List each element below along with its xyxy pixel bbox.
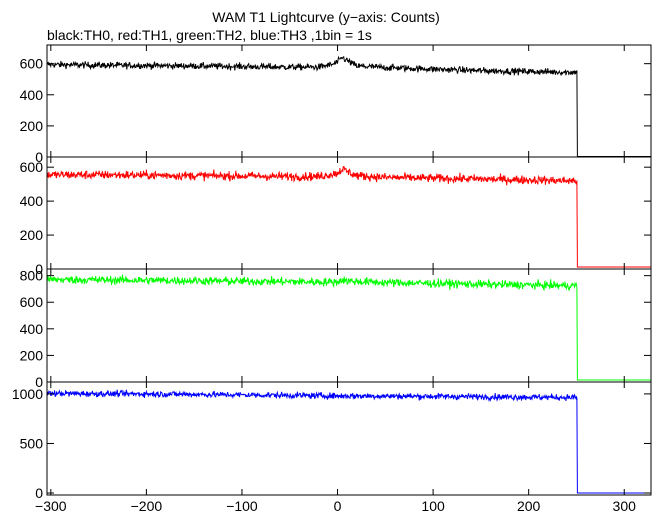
- y-tick-label-th2: 800: [20, 268, 44, 284]
- series-line-th0: [46, 55, 651, 157]
- y-tick-label-th3: 500: [20, 435, 44, 451]
- y-tick-label-th2: 400: [20, 321, 44, 337]
- x-tick-label: −300: [35, 498, 67, 514]
- x-tick-label: 0: [334, 498, 342, 514]
- y-tick-label-th0: 600: [20, 56, 44, 72]
- x-tick-label: 200: [517, 498, 541, 514]
- chart-subtitle: black:TH0, red:TH1, green:TH2, blue:TH3 …: [47, 27, 372, 43]
- x-tick-label: 300: [613, 498, 637, 514]
- y-tick-label-th1: 0: [35, 261, 43, 277]
- y-tick-label-th0: 400: [20, 87, 44, 103]
- series-line-th2: [46, 274, 651, 381]
- y-tick-label-th3: 1000: [12, 386, 43, 402]
- y-tick-label-th1: 200: [20, 227, 44, 243]
- x-tick-label: −200: [131, 498, 163, 514]
- y-tick-label-th2: 200: [20, 347, 44, 363]
- panel-frame-th3: [46, 381, 652, 496]
- series-line-th3: [46, 389, 651, 494]
- y-tick-label-th2: 600: [20, 294, 44, 310]
- y-tick-label-th0: 0: [35, 149, 43, 165]
- y-tick-label-th1: 600: [20, 159, 44, 175]
- y-tick-label-th3: 0: [35, 485, 43, 501]
- y-tick-label-th0: 200: [20, 118, 44, 134]
- x-tick-label: 100: [421, 498, 445, 514]
- series-line-th1: [46, 165, 651, 268]
- chart-title: WAM T1 Lightcurve (y−axis: Counts): [212, 9, 440, 25]
- y-tick-label-th1: 400: [20, 193, 44, 209]
- x-tick-label: −100: [226, 498, 258, 514]
- y-tick-label-th2: 0: [35, 374, 43, 390]
